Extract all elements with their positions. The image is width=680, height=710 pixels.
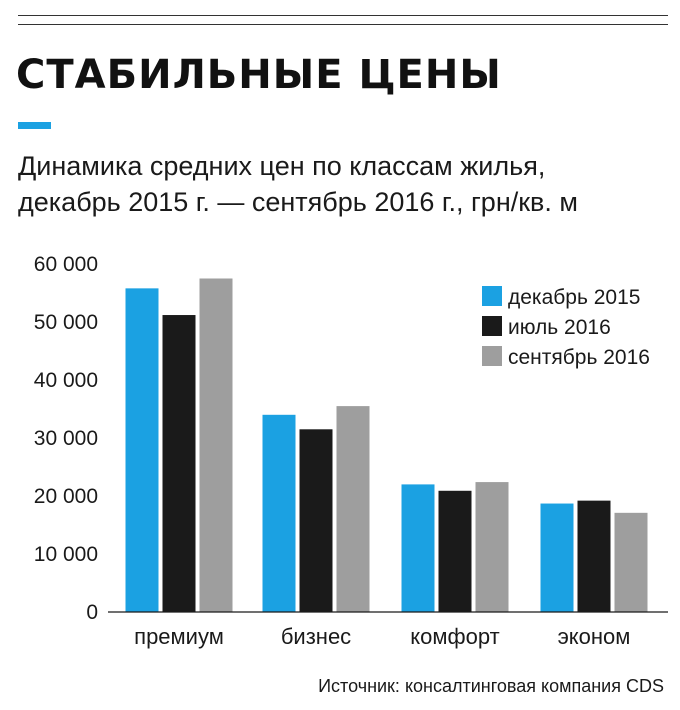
top-rule	[18, 15, 668, 16]
bar-2-3	[438, 490, 472, 612]
x-category-label: бизнес	[281, 624, 351, 649]
subtitle-line-1: Динамика средних цен по классам жилья,	[18, 151, 546, 181]
page-title: СТАБИЛЬНЫЕ ЦЕНЫ	[16, 52, 502, 98]
bar-3-2	[336, 406, 370, 612]
bar-3-4	[614, 512, 648, 612]
bar-2-4	[577, 500, 611, 612]
y-tick-label: 40 000	[34, 369, 98, 392]
x-category-label: эконом	[558, 624, 631, 649]
subtitle-line-2: декабрь 2015 г. — сентябрь 2016 г., грн/…	[18, 187, 578, 217]
bar-1-1	[125, 288, 159, 612]
y-tick-label: 0	[86, 601, 98, 624]
legend: декабрь 2015 июль 2016 сентябрь 2016	[482, 286, 650, 369]
bar-1-4	[540, 503, 574, 612]
y-tick-label: 10 000	[34, 543, 98, 566]
y-tick-label: 50 000	[34, 311, 98, 334]
y-axis-ticks: 0 10 000 20 000 30 000 40 000 50 000 60 000	[34, 253, 98, 624]
legend-label: июль 2016	[508, 316, 611, 339]
y-tick-label: 30 000	[34, 427, 98, 450]
legend-swatch	[482, 346, 502, 366]
legend-label: сентябрь 2016	[508, 346, 650, 369]
price-bar-chart: 0 10 000 20 000 30 000 40 000 50 000 60 000 пр…	[34, 253, 668, 649]
source-note: Источник: консалтинговая компания CDS	[318, 676, 664, 696]
y-tick-label: 60 000	[34, 253, 98, 276]
bar-3-3	[475, 482, 509, 612]
x-category-label: комфорт	[410, 624, 499, 649]
bar-3-1	[199, 278, 233, 612]
bars-group	[125, 278, 648, 612]
top-rule-second	[18, 24, 668, 25]
bar-2-2	[299, 429, 333, 612]
bar-2-1	[162, 315, 196, 612]
x-category-label: премиум	[134, 624, 224, 649]
chart-subtitle: Динамика средних цен по классам жилья, д…	[18, 148, 668, 220]
accent-bar	[18, 122, 51, 129]
legend-label: декабрь 2015	[508, 286, 640, 309]
legend-swatch	[482, 286, 502, 306]
y-tick-label: 20 000	[34, 485, 98, 508]
legend-swatch	[482, 316, 502, 336]
bar-1-2	[262, 414, 296, 612]
x-axis-categories: премиум бизнес комфорт эконом	[134, 624, 630, 649]
bar-1-3	[401, 484, 435, 612]
